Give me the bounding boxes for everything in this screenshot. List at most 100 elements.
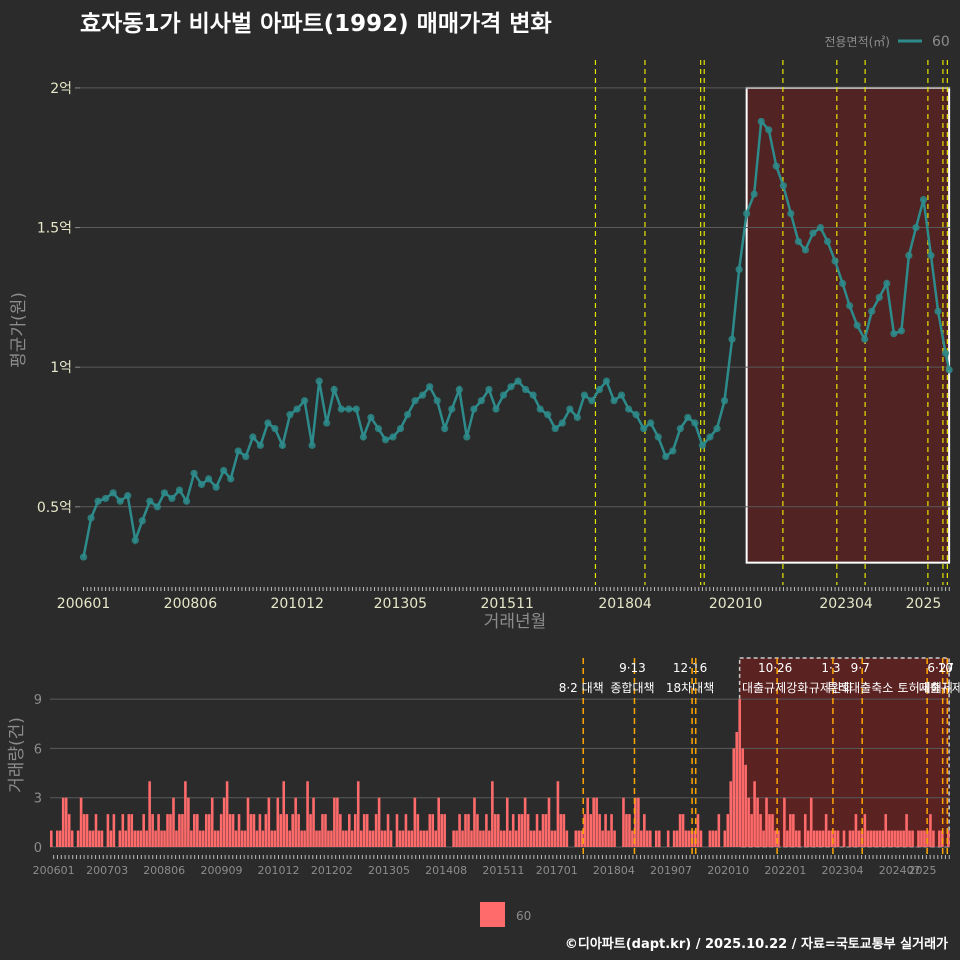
price-point bbox=[499, 391, 508, 399]
volume-x-tick-label: 2025 bbox=[909, 864, 937, 877]
volume-bar bbox=[723, 830, 727, 847]
price-point bbox=[558, 419, 566, 427]
volume-bar bbox=[282, 781, 286, 847]
volume-bar bbox=[88, 830, 92, 847]
price-point bbox=[787, 209, 795, 218]
volume-bar bbox=[625, 814, 628, 847]
price-point bbox=[831, 257, 839, 265]
volume-x-tick-label: 201408 bbox=[425, 864, 467, 877]
volume-y-tick-label: 0 bbox=[34, 841, 42, 856]
price-point bbox=[352, 405, 360, 413]
volume-bar bbox=[476, 814, 479, 847]
volume-x-tick-label: 202010 bbox=[707, 864, 749, 877]
volume-bar bbox=[908, 830, 911, 847]
volume-bar bbox=[201, 830, 205, 847]
price-point bbox=[463, 433, 471, 441]
volume-bar bbox=[863, 814, 867, 847]
x-tick-label: 201012 bbox=[270, 596, 323, 612]
price-point bbox=[823, 237, 832, 246]
volume-bar bbox=[216, 830, 220, 847]
price-point bbox=[720, 397, 729, 405]
price-point bbox=[676, 425, 684, 433]
volume-bar bbox=[523, 797, 527, 847]
volume-bar bbox=[410, 830, 414, 847]
price-point bbox=[323, 419, 331, 427]
volume-bar bbox=[121, 814, 125, 847]
price-point bbox=[403, 411, 412, 419]
volume-bar bbox=[821, 830, 825, 847]
price-point bbox=[757, 117, 765, 126]
volume-bar bbox=[464, 814, 467, 847]
volume-bar bbox=[675, 830, 679, 847]
volume-x-tick-label: 202201 bbox=[764, 864, 806, 877]
policy-name-label: 종합대책 bbox=[610, 680, 654, 695]
volume-bar bbox=[365, 814, 369, 847]
volume-bar bbox=[842, 830, 846, 847]
volume-bar bbox=[887, 830, 890, 847]
price-point bbox=[131, 536, 139, 544]
volume-bar bbox=[339, 814, 342, 847]
volume-bar bbox=[196, 814, 199, 847]
volume-bar bbox=[654, 830, 658, 847]
volume-bar bbox=[187, 797, 190, 847]
volume-bar bbox=[586, 797, 590, 847]
price-point bbox=[706, 433, 714, 441]
volume-bar bbox=[604, 814, 607, 847]
volume-bar bbox=[920, 830, 923, 847]
volume-bar bbox=[291, 814, 294, 847]
volume-bar bbox=[708, 830, 712, 847]
volume-bar bbox=[130, 814, 134, 847]
volume-bar bbox=[815, 830, 819, 847]
volume-bar bbox=[869, 830, 873, 847]
volume-bar bbox=[342, 830, 345, 847]
volume-bar bbox=[97, 830, 101, 847]
price-point bbox=[794, 237, 802, 246]
price-point bbox=[919, 196, 928, 204]
volume-bar bbox=[899, 830, 902, 847]
price-point bbox=[735, 265, 743, 274]
volume-bar bbox=[50, 830, 53, 847]
volume-bar bbox=[684, 830, 688, 847]
y-tick-label: 1억 bbox=[50, 360, 72, 376]
volume-bar bbox=[294, 797, 297, 847]
chart-title: 효자동1가 비사벌 아파트(1992) 매매가격 변화 bbox=[80, 11, 552, 37]
price-point bbox=[927, 251, 935, 260]
policy-date-label: 1·3 bbox=[821, 661, 840, 675]
volume-bar bbox=[875, 830, 879, 847]
volume-bar bbox=[333, 797, 336, 847]
policy-date-label: 9·7 bbox=[851, 661, 870, 675]
volume-bar bbox=[154, 830, 157, 847]
volume-bar bbox=[789, 814, 792, 847]
volume-bar bbox=[407, 830, 411, 847]
x-tick-label: 201804 bbox=[598, 596, 652, 612]
price-point bbox=[632, 411, 640, 419]
price-point bbox=[227, 475, 235, 483]
volume-bar bbox=[929, 814, 932, 847]
price-point bbox=[345, 405, 353, 413]
volume-bar bbox=[178, 814, 181, 847]
volume-bar bbox=[85, 814, 89, 847]
volume-bar bbox=[136, 830, 140, 847]
volume-bar bbox=[747, 797, 750, 847]
volume-bar bbox=[678, 814, 682, 847]
volume-bar bbox=[398, 830, 402, 847]
price-point bbox=[861, 335, 869, 343]
volume-plot-area: 0 3 6 9 8·2 대책 9·13 종합대책 12·16 18차대책 10·26 대출규제강화 1… bbox=[33, 657, 960, 877]
volume-bar bbox=[437, 797, 440, 847]
volume-bar bbox=[938, 830, 941, 847]
price-point bbox=[448, 405, 456, 413]
volume-bar bbox=[890, 830, 893, 847]
volume-bar bbox=[500, 830, 503, 847]
volume-bar bbox=[830, 830, 834, 847]
footer-credit: ©디아파트(dapt.kr) / 2025.10.22 / 자료=국토교통부 실… bbox=[564, 937, 948, 952]
price-point bbox=[750, 190, 758, 198]
volume-bar bbox=[884, 814, 888, 847]
volume-bar bbox=[237, 814, 241, 847]
volume-y-tick-label: 3 bbox=[34, 792, 42, 807]
volume-bar bbox=[762, 830, 765, 847]
volume-bar bbox=[58, 830, 62, 847]
volume-bar bbox=[514, 830, 518, 847]
volume-bar bbox=[267, 797, 271, 847]
price-point bbox=[455, 385, 463, 394]
volume-bar bbox=[455, 830, 458, 847]
